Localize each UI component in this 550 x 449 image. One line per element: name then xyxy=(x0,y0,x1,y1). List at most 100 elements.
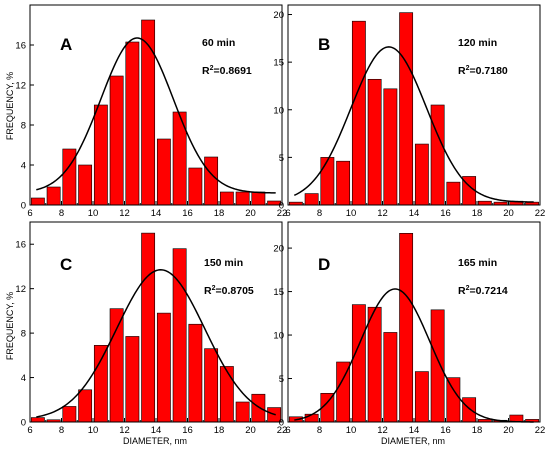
xlabel-left: DIAMETER, nm xyxy=(123,436,187,446)
x-tick-label: 8 xyxy=(59,208,64,219)
x-tick-label: 10 xyxy=(88,425,99,436)
histogram-bar xyxy=(219,191,234,206)
y-tick-label: 15 xyxy=(273,58,284,69)
y-tick-label: 8 xyxy=(21,121,26,132)
y-tick-label: 16 xyxy=(15,240,26,251)
x-tick-label: 16 xyxy=(440,208,451,219)
histogram-bar xyxy=(351,304,366,423)
x-tick-label: 18 xyxy=(472,425,483,436)
plot-frame xyxy=(287,221,541,423)
histogram-bar xyxy=(235,191,250,206)
y-tick-label: 8 xyxy=(21,329,26,340)
panel-letter: D xyxy=(318,255,330,274)
ylabel-bottom: FREQUENCY, % xyxy=(5,292,15,360)
histogram-bar xyxy=(62,406,77,423)
time-label: 150 min xyxy=(204,257,243,269)
histogram-bar xyxy=(351,20,366,206)
histogram-bar xyxy=(320,157,335,206)
x-tick-label: 6 xyxy=(285,425,290,436)
time-label: 120 min xyxy=(458,37,497,49)
x-tick-label: 16 xyxy=(440,425,451,436)
xlabel-right: DIAMETER, nm xyxy=(381,436,445,446)
histogram-bar xyxy=(367,78,382,206)
x-tick-label: 8 xyxy=(317,208,322,219)
histogram-bar xyxy=(430,104,445,206)
gaussian-fit-line xyxy=(36,37,276,194)
x-tick-label: 22 xyxy=(535,208,546,219)
gaussian-fit-line xyxy=(294,288,534,423)
y-tick-label: 10 xyxy=(273,105,284,116)
histogram-bar xyxy=(304,193,319,206)
x-tick-label: 12 xyxy=(377,425,388,436)
x-tick-label: 22 xyxy=(535,425,546,436)
x-tick-label: 20 xyxy=(503,208,514,219)
histogram-bar xyxy=(204,156,219,206)
ylabel-top: FREQUENCY, % xyxy=(5,72,15,140)
histogram-bar xyxy=(383,88,398,206)
histogram-bar xyxy=(125,41,140,206)
histogram-bar xyxy=(30,197,45,206)
r-squared-label: R2=0.7180 xyxy=(458,65,508,77)
x-tick-label: 14 xyxy=(409,208,420,219)
x-tick-label: 6 xyxy=(285,208,290,219)
histogram-bar xyxy=(235,401,250,423)
histogram-bar xyxy=(204,348,219,423)
y-tick-label: 0 xyxy=(21,201,26,212)
histogram-bar xyxy=(172,248,187,423)
histogram-bar xyxy=(414,371,429,423)
histogram-bar xyxy=(251,191,266,206)
histogram-bar xyxy=(188,323,203,423)
y-tick-label: 20 xyxy=(273,10,284,21)
histogram-bar xyxy=(219,366,234,423)
r-squared-label: R2=0.8691 xyxy=(202,65,252,77)
histogram-bar xyxy=(156,138,171,206)
histogram-bar xyxy=(141,19,156,206)
histogram-bar xyxy=(383,332,398,423)
histogram-bar xyxy=(399,233,414,423)
histogram-bar xyxy=(446,377,461,423)
y-tick-label: 15 xyxy=(273,287,284,298)
x-tick-label: 14 xyxy=(151,425,162,436)
x-tick-label: 22 xyxy=(277,208,288,219)
histogram-bar xyxy=(462,397,477,423)
y-tick-label: 20 xyxy=(273,244,284,255)
histogram-bar xyxy=(78,389,93,423)
histogram-bar xyxy=(446,181,461,206)
x-tick-label: 12 xyxy=(119,425,130,436)
y-tick-label: 0 xyxy=(279,418,284,429)
y-tick-label: 4 xyxy=(21,161,26,172)
x-tick-label: 16 xyxy=(182,425,193,436)
histogram-bar xyxy=(336,160,351,206)
x-tick-label: 12 xyxy=(119,208,130,219)
x-tick-label: 12 xyxy=(377,208,388,219)
y-tick-label: 4 xyxy=(21,373,26,384)
histogram-bar xyxy=(251,393,266,423)
histogram-bar xyxy=(93,104,108,206)
x-tick-label: 14 xyxy=(409,425,420,436)
x-tick-label: 18 xyxy=(214,208,225,219)
histogram-bar xyxy=(109,308,124,423)
histogram-bar xyxy=(46,186,61,206)
histogram-bar xyxy=(125,336,140,423)
x-tick-label: 14 xyxy=(151,208,162,219)
r-squared-label: R2=0.8705 xyxy=(204,285,254,297)
x-tick-label: 8 xyxy=(317,425,322,436)
y-tick-label: 5 xyxy=(279,153,284,164)
y-tick-label: 12 xyxy=(15,284,26,295)
histogram-bar xyxy=(414,143,429,206)
x-tick-label: 10 xyxy=(88,208,99,219)
y-tick-label: 10 xyxy=(273,331,284,342)
plot-frame xyxy=(29,221,283,423)
histogram-bar xyxy=(93,345,108,423)
histogram-bar xyxy=(78,164,93,206)
histogram-bar xyxy=(188,167,203,206)
x-tick-label: 20 xyxy=(245,425,256,436)
x-tick-label: 20 xyxy=(245,208,256,219)
x-tick-label: 8 xyxy=(59,425,64,436)
